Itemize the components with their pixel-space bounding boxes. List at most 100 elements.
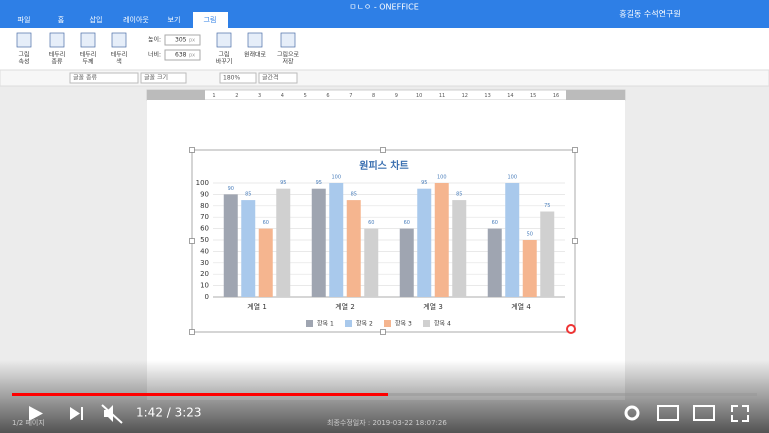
bar <box>276 188 291 297</box>
top-bar <box>0 0 769 28</box>
legend-swatch <box>423 320 430 327</box>
mute-button[interactable] <box>104 405 113 422</box>
bar <box>241 200 256 297</box>
ruler-number: 3 <box>258 93 261 99</box>
resize-handle[interactable] <box>572 238 578 244</box>
ruler-margin <box>147 90 205 100</box>
resize-handle[interactable] <box>572 147 578 153</box>
y-tick-label: 70 <box>200 213 209 221</box>
bar <box>540 211 555 297</box>
ruler-number: 15 <box>530 93 536 99</box>
ribbon-label: 두께 <box>82 58 93 66</box>
next-button[interactable] <box>70 407 80 420</box>
ruler-number: 7 <box>349 93 352 99</box>
ribbon-icon[interactable] <box>111 32 127 48</box>
ribbon <box>0 28 769 70</box>
y-tick-label: 100 <box>196 179 209 187</box>
ruler-number: 9 <box>395 93 398 99</box>
menu-tab[interactable]: 삽입 <box>90 15 103 24</box>
bar <box>452 200 467 297</box>
resize-handle-active[interactable] <box>566 324 576 334</box>
data-label: 95 <box>316 180 322 186</box>
progress-played <box>12 393 388 396</box>
y-tick-label: 80 <box>200 202 209 210</box>
data-label: 60 <box>492 220 498 226</box>
bar <box>364 228 379 297</box>
bar <box>311 188 326 297</box>
chart: 원피스 차트 0 10 20 30 40 50 60 70 80 90 100 계열 1 90 85 60 95… <box>196 159 565 328</box>
unit: px <box>189 53 195 59</box>
play-button[interactable] <box>29 406 43 421</box>
ribbon-icon[interactable] <box>49 32 65 48</box>
app-title: ㅁㄴㅇ - ONEFFICE <box>349 3 419 12</box>
menu-tab[interactable]: 홈 <box>58 15 65 24</box>
legend-label: 항목 2 <box>356 320 373 328</box>
data-label: 75 <box>544 203 550 209</box>
bar <box>223 194 238 297</box>
user-name: 홍길동 수석연구원 <box>619 9 680 19</box>
menu-tab[interactable]: 그림 <box>204 16 217 24</box>
ribbon-icon[interactable] <box>216 32 232 48</box>
toolbar-dropdown[interactable] <box>69 72 139 84</box>
menu-tab[interactable]: 레이아웃 <box>123 15 149 24</box>
chart-title: 원피스 차트 <box>359 159 408 172</box>
ribbon-label: 그림 <box>18 51 29 59</box>
resize-handles <box>189 147 578 335</box>
toolbar-dropdown[interactable] <box>219 72 257 84</box>
legend-label: 항목 1 <box>317 320 334 328</box>
miniplayer-button[interactable] <box>657 405 679 421</box>
y-tick-label: 40 <box>200 247 209 255</box>
resize-handle[interactable] <box>189 329 195 335</box>
y-tick-label: 30 <box>200 259 209 267</box>
resize-handle[interactable] <box>380 329 386 335</box>
ribbon-icon[interactable] <box>247 32 263 48</box>
bar <box>434 183 449 297</box>
legend-swatch <box>306 320 313 327</box>
ruler-margin <box>566 90 625 100</box>
resize-handle[interactable] <box>189 238 195 244</box>
ribbon-icon[interactable] <box>80 32 96 48</box>
toolbar-dropdown[interactable] <box>258 72 298 84</box>
data-label: 60 <box>263 220 269 226</box>
data-label: 95 <box>421 180 427 186</box>
toolbar-dropdown[interactable] <box>140 72 187 84</box>
settings-button[interactable] <box>624 405 640 421</box>
ruler-number: 12 <box>462 93 468 99</box>
ribbon-label: 색 <box>116 58 122 66</box>
data-label: 100 <box>331 175 341 181</box>
bar <box>417 188 432 297</box>
ruler-number: 4 <box>281 93 284 99</box>
ribbon-label: 테두리 <box>80 51 97 59</box>
data-label: 100 <box>437 175 447 181</box>
height-value: 305 <box>175 37 187 44</box>
ruler-number: 2 <box>235 93 238 99</box>
menu-tab[interactable]: 보기 <box>168 15 181 24</box>
x-tick-label: 계열 1 <box>247 302 267 311</box>
x-tick-label: 계열 2 <box>335 302 355 311</box>
height-input[interactable] <box>164 34 201 46</box>
bar <box>258 228 273 297</box>
data-label: 95 <box>280 180 286 186</box>
ribbon-icon[interactable] <box>16 32 32 48</box>
ribbon-icon[interactable] <box>280 32 296 48</box>
menu-tab[interactable]: 파일 <box>18 15 31 24</box>
data-label: 50 <box>527 232 533 238</box>
toolbar-text: 180% <box>223 75 240 82</box>
ruler-number: 13 <box>484 93 490 99</box>
data-label: 100 <box>507 175 517 181</box>
resize-handle[interactable] <box>189 147 195 153</box>
fullscreen-button[interactable] <box>731 405 749 422</box>
legend-label: 항목 4 <box>434 320 451 328</box>
theater-button[interactable] <box>693 405 715 421</box>
ribbon-label: 그림 <box>218 51 229 59</box>
ruler-number: 5 <box>304 93 307 99</box>
width-label: 너비: <box>148 51 161 59</box>
bar <box>346 200 361 297</box>
legend-label: 항목 3 <box>395 320 412 328</box>
ruler-number: 16 <box>553 93 559 99</box>
resize-handle[interactable] <box>380 147 386 153</box>
width-input[interactable] <box>164 49 201 61</box>
data-label: 60 <box>368 220 374 226</box>
